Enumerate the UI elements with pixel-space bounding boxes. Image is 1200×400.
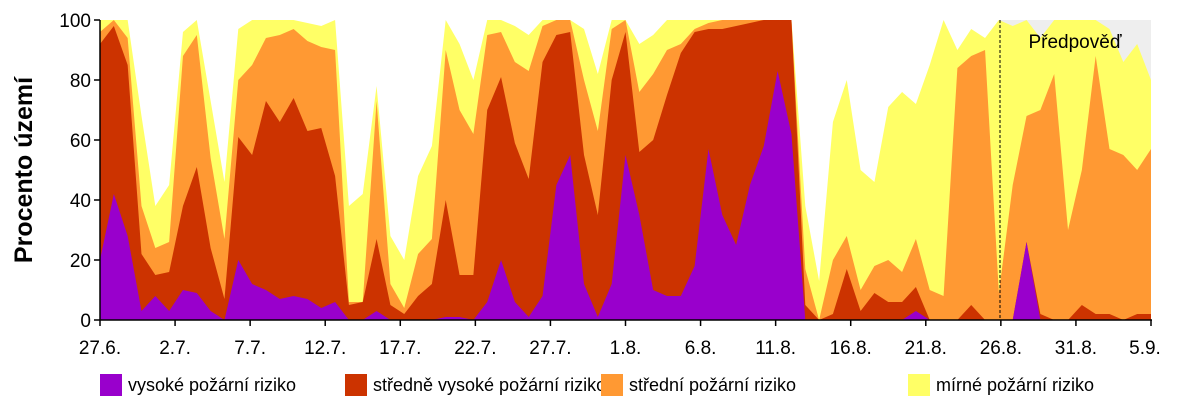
- area-vysoke-pozarni-riziko: [100, 71, 1151, 320]
- forecast-label: Předpověď: [1028, 32, 1121, 53]
- legend-item-mirne-pozarni-riziko: mírné požární riziko: [908, 374, 1094, 396]
- x-tick-label: 2.7.: [159, 338, 191, 359]
- legend-swatch: [100, 374, 122, 396]
- legend-item-vysoke-pozarni-riziko: vysoké požární riziko: [100, 374, 296, 396]
- legend-item-stredni-pozarni-riziko: střední požární riziko: [601, 374, 796, 396]
- x-tick-label: 21.8.: [905, 338, 947, 359]
- legend: vysoké požární riziko středně vysoké požá…: [100, 374, 1094, 396]
- y-ticks: 0 20 40 60 80 100: [59, 11, 100, 332]
- y-tick-label: 40: [70, 191, 91, 212]
- x-tick-label: 5.9.: [1129, 338, 1161, 359]
- plot-area: Předpověď: [100, 20, 1151, 320]
- x-tick-label: 7.7.: [234, 338, 266, 359]
- legend-item-stredne-vysoke-pozarni-riziko: středně vysoké požární riziko: [345, 374, 606, 396]
- y-tick-label: 0: [80, 311, 91, 332]
- x-tick-label: 17.7.: [379, 338, 421, 359]
- x-axis: 27.6. 2.7. 7.7. 12.7. 17.7. 22.7. 27.7. 1.8. 6.8…: [79, 319, 1161, 359]
- x-tick-label: 16.8.: [830, 338, 872, 359]
- x-tick-label: 27.7.: [529, 338, 571, 359]
- y-tick-label: 20: [70, 251, 91, 272]
- x-tick-label: 12.7.: [304, 338, 346, 359]
- x-tick-label: 31.8.: [1055, 338, 1097, 359]
- x-tick-label: 1.8.: [610, 338, 642, 359]
- legend-label: střední požární riziko: [629, 375, 796, 395]
- legend-label: mírné požární riziko: [936, 375, 1094, 395]
- legend-swatch: [908, 374, 930, 396]
- x-tick-label: 6.8.: [685, 338, 717, 359]
- area-series-group: [100, 20, 1151, 320]
- y-axis-label: Procento území: [10, 76, 38, 263]
- legend-swatch: [345, 374, 367, 396]
- x-tick-label: 27.6.: [79, 338, 121, 359]
- legend-label: středně vysoké požární riziko: [373, 375, 606, 395]
- y-tick-label: 100: [59, 11, 91, 32]
- x-tick-label: 11.8.: [755, 338, 796, 359]
- x-tick-label: 26.8.: [980, 338, 1022, 359]
- y-tick-label: 80: [70, 71, 91, 92]
- x-ticks: 27.6. 2.7. 7.7. 12.7. 17.7. 22.7. 27.7. 1.8. 6.8…: [79, 320, 1161, 359]
- y-axis: 0 20 40 60 80 100 Procento území: [10, 11, 101, 332]
- x-tick-label: 22.7.: [454, 338, 496, 359]
- legend-swatch: [601, 374, 623, 396]
- legend-label: vysoké požární riziko: [128, 375, 296, 395]
- y-tick-label: 60: [70, 131, 91, 152]
